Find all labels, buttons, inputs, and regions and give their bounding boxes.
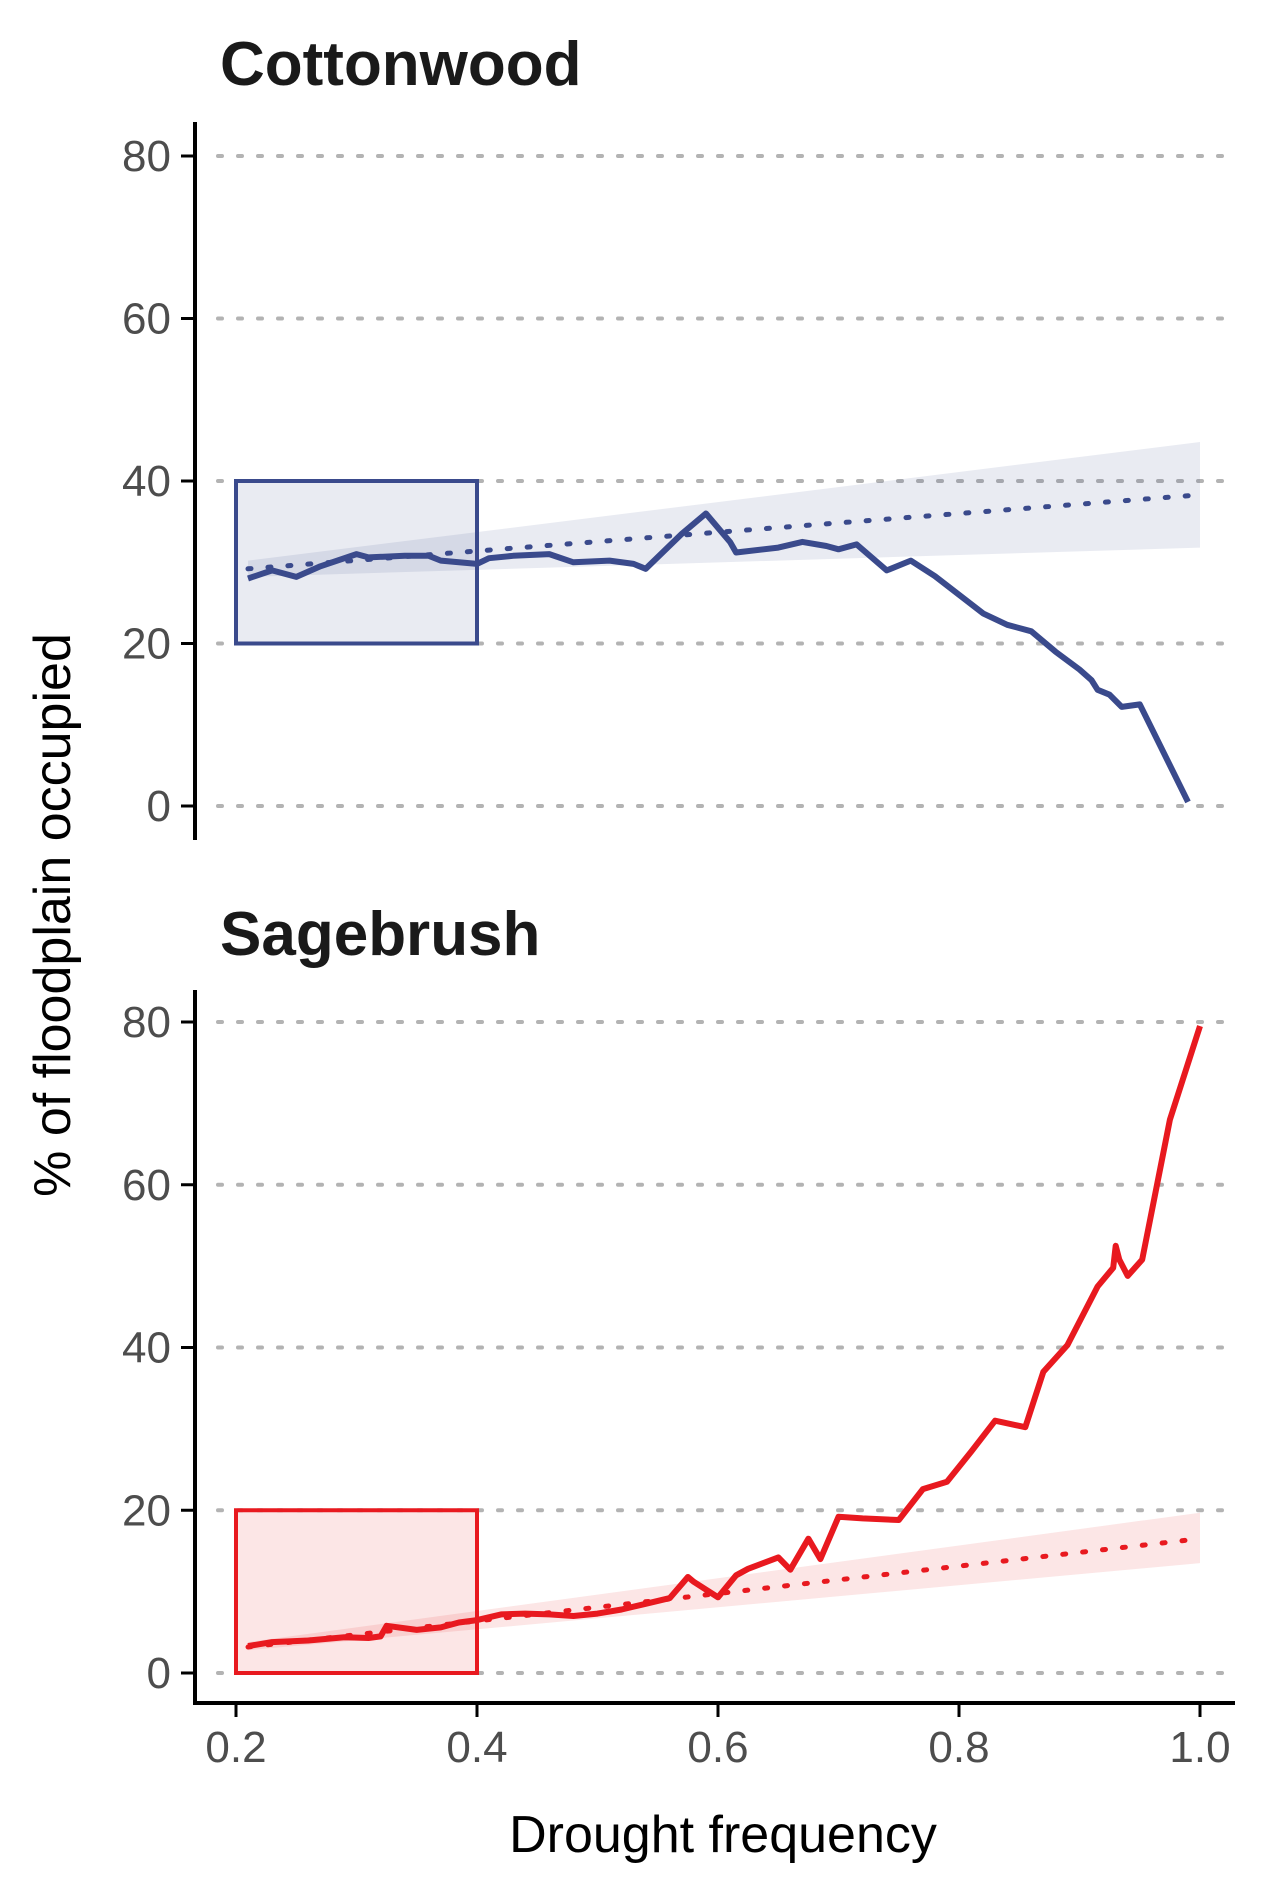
- y-tick-label: 40: [122, 1324, 171, 1373]
- baseline-rectangle: [234, 479, 479, 646]
- baseline-rectangle: [234, 1508, 479, 1675]
- series-lines: [245, 492, 1203, 804]
- y-tick-label: 80: [122, 132, 171, 181]
- x-tick-label: 1.0: [1169, 1723, 1230, 1772]
- baseline-box: [234, 1508, 479, 1675]
- y-tick-labels: 0 20 40 60 80: [122, 132, 171, 831]
- y-tick-label: 60: [122, 1161, 171, 1210]
- x-tick-label: 0.6: [687, 1723, 748, 1772]
- y-tick-label: 20: [122, 1486, 171, 1535]
- baseline-box: [234, 479, 479, 646]
- y-tick-labels: 0 20 40 60 80: [122, 998, 171, 1698]
- confidence-ribbon: [248, 442, 1201, 577]
- y-tick-label: 60: [122, 295, 171, 344]
- trend-line: [245, 492, 1203, 572]
- y-axis-title: % of floodplain occupied: [24, 633, 82, 1197]
- confidence-band: [248, 442, 1201, 577]
- y-tick-label: 20: [122, 620, 171, 669]
- x-tick-label: 0.4: [446, 1723, 507, 1772]
- series-lines: [245, 1025, 1203, 1650]
- panel-title-sagebrush: Sagebrush: [220, 900, 540, 969]
- panel-title-cottonwood: Cottonwood: [220, 30, 582, 99]
- x-tick-label: 0.8: [928, 1723, 989, 1772]
- trend-line: [245, 1536, 1203, 1650]
- y-tick-label: 80: [122, 998, 171, 1047]
- y-tick-label: 0: [147, 1649, 171, 1698]
- y-tick-label: 40: [122, 457, 171, 506]
- panel-sagebrush: Sagebrush 0 20 40 60 80 0.2 0.4 0.6 0.8 1.0: [122, 900, 1237, 1772]
- x-axis-title: Drought frequency: [509, 1806, 937, 1864]
- axes: [181, 122, 197, 840]
- x-tick-labels: 0.2 0.4 0.6 0.8 1.0: [205, 1723, 1230, 1772]
- x-tick-label: 0.2: [205, 1723, 266, 1772]
- data-line: [247, 510, 1191, 804]
- axes: [181, 990, 1235, 1717]
- panel-cottonwood: Cottonwood 0 20 40 60 80: [122, 30, 1237, 840]
- y-tick-label: 0: [147, 782, 171, 831]
